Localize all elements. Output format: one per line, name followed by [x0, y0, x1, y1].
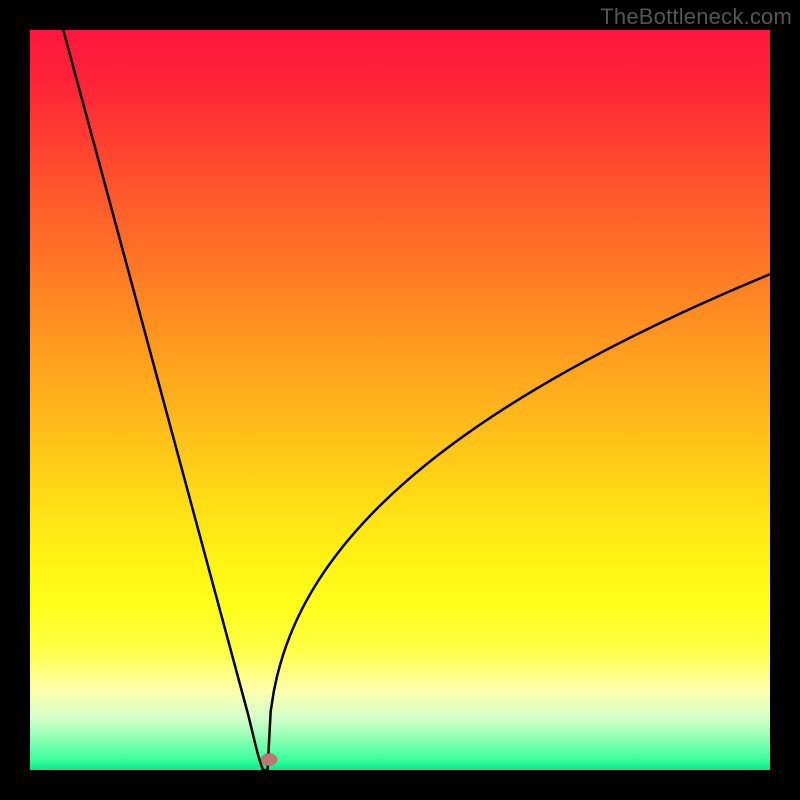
optimum-marker: [261, 754, 277, 766]
gradient-background: [30, 30, 770, 770]
chart-container: TheBottleneck.com: [0, 0, 800, 800]
bottleneck-chart: [0, 0, 800, 800]
watermark-text: TheBottleneck.com: [600, 4, 792, 30]
